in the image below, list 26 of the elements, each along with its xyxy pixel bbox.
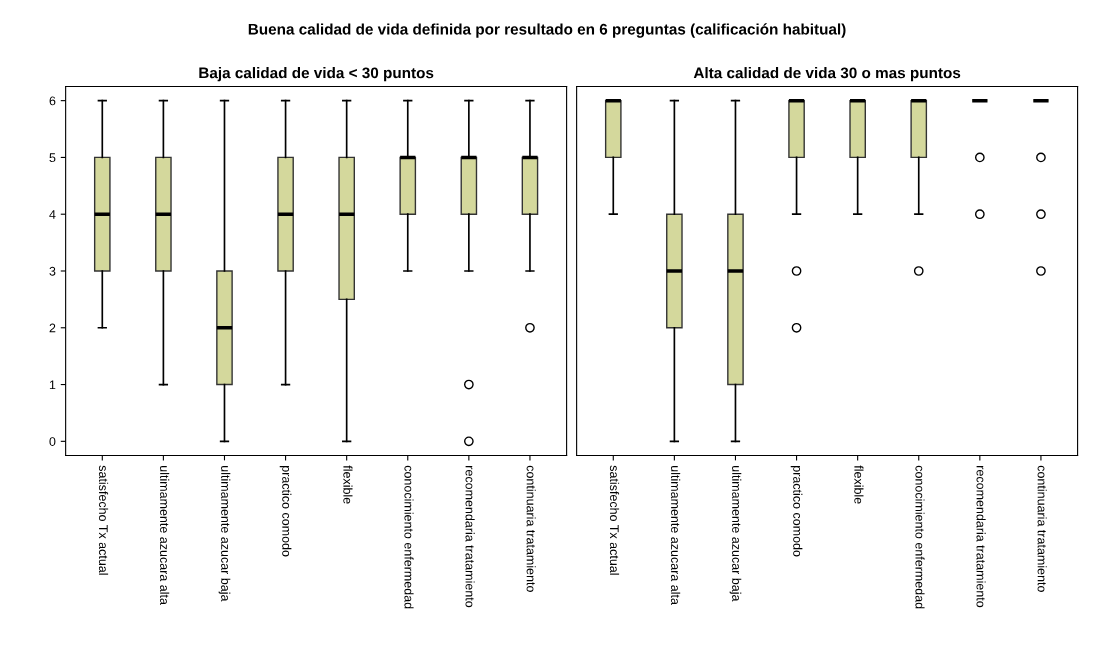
y-tick-label: 2: [49, 323, 56, 333]
chart-title: Alta calidad de vida 30 o mas puntos: [693, 67, 961, 82]
x-tick-label: ultimamente azucar baja: [729, 466, 742, 602]
x-tick-label: conocimiento enfermedad: [915, 465, 925, 609]
x-tick-label: ultimamente azucar baja: [218, 466, 231, 602]
x-tick-label: flexible: [343, 465, 353, 504]
x-tick-label: ultimamente azucara alta: [671, 466, 681, 605]
x-tick-label: recomendaria tratamiento: [465, 466, 475, 608]
y-tick-label: 4: [49, 210, 56, 219]
x-tick-label: continuaria tratamiento: [526, 465, 536, 592]
y-tick-label: 5: [49, 153, 56, 163]
x-tick-label: practico comodo: [279, 466, 292, 557]
text: Buena calidad de vida definida por resultado en 6 preguntas (calificación habitual): [248, 23, 846, 38]
x-tick-label: satisfecho Tx actual: [98, 465, 109, 575]
y-tick-label: 1: [49, 380, 56, 390]
x-tick-label: satisfecho Tx actual: [609, 465, 620, 575]
y-tick-label: 6: [49, 96, 56, 106]
x-tick-label: practico comodo: [790, 466, 803, 557]
x-tick-label: conocimiento enfermedad: [404, 465, 414, 609]
x-tick-label: recomendaria tratamiento: [976, 466, 986, 608]
x-tick-label: flexible: [854, 465, 864, 504]
y-tick-label: 3: [49, 266, 56, 276]
chart-title: Baja calidad de vida < 30 puntos: [199, 67, 434, 82]
x-tick-label: continuaria tratamiento: [1037, 465, 1047, 592]
y-tick-label: 0: [49, 437, 56, 446]
x-tick-label: ultimamente azucara alta: [160, 466, 170, 605]
